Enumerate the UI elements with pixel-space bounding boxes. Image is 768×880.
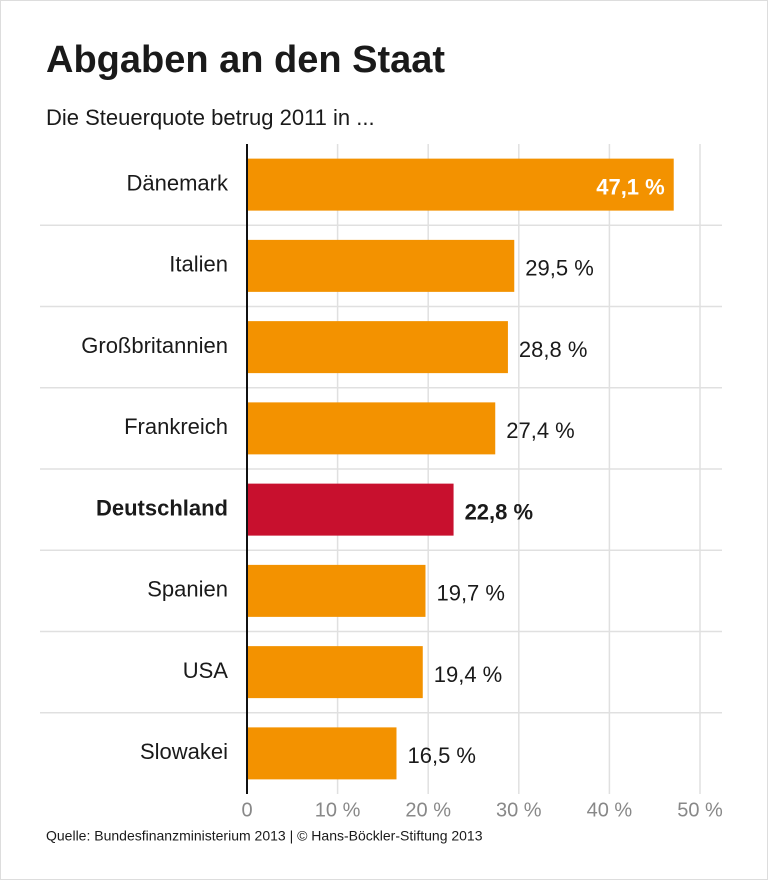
value-label: 22,8 % [465, 499, 534, 524]
x-tick-label: 10 % [315, 799, 361, 821]
y-tick-label: Spanien [147, 577, 228, 602]
bar [247, 483, 454, 536]
bar [247, 402, 496, 455]
value-label: 47,1 % [596, 174, 665, 199]
bar [247, 727, 397, 780]
y-tick-label: Slowakei [140, 739, 228, 764]
bar [247, 158, 674, 211]
y-tick-label: Deutschland [96, 495, 228, 520]
y-tick-label: USA [183, 658, 229, 683]
value-label: 29,5 % [525, 256, 594, 281]
value-label: 19,4 % [434, 662, 503, 687]
source: Quelle: Bundesfinanzministerium 2013 | ©… [46, 828, 483, 844]
x-tick-label: 20 % [405, 799, 451, 821]
chart-subtitle: Die Steuerquote betrug 2011 in ... [46, 105, 375, 130]
x-tick-label: 30 % [496, 799, 542, 821]
bar [247, 321, 508, 374]
y-tick-label: Frankreich [124, 414, 228, 439]
x-tick-label: 50 % [677, 799, 723, 821]
value-label: 27,4 % [506, 418, 575, 443]
chart-title: Abgaben an den Staat [46, 39, 445, 81]
value-label: 19,7 % [436, 581, 505, 606]
x-tick-label: 0 [241, 799, 252, 821]
bar [247, 646, 423, 699]
bar [247, 564, 426, 617]
y-tick-label: Dänemark [127, 170, 229, 195]
y-tick-label: Italien [169, 252, 228, 277]
x-tick-label: 40 % [587, 799, 633, 821]
value-label: 16,5 % [407, 743, 476, 768]
bar [247, 239, 515, 292]
value-label: 28,8 % [519, 337, 588, 362]
y-tick-label: Großbritannien [81, 333, 228, 358]
